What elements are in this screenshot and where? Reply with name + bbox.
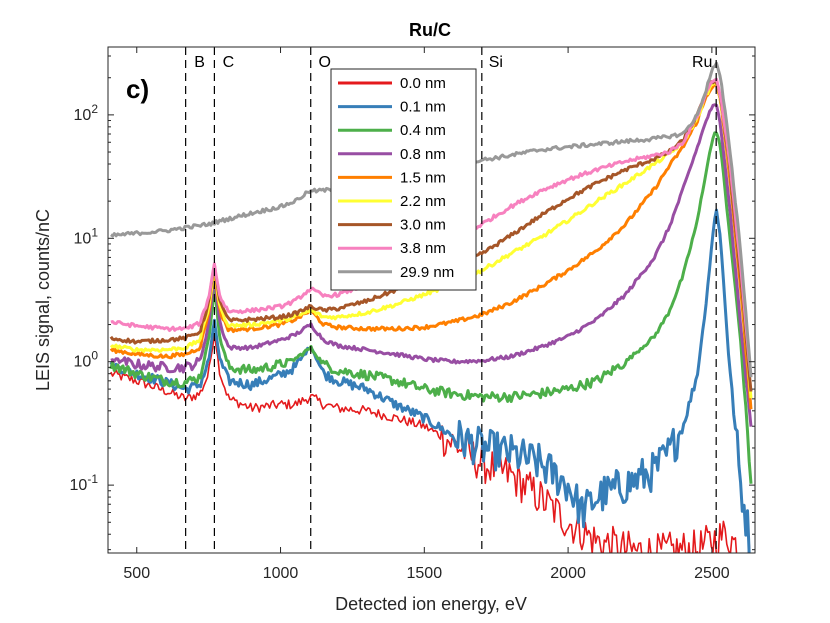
- element-label-b: B: [194, 54, 205, 71]
- series-line-0-4-nm: [109, 131, 753, 484]
- y-tick-label: 102: [74, 102, 99, 124]
- legend-label: 29.9 nm: [400, 264, 454, 281]
- y-tick-label: 101: [74, 225, 99, 247]
- x-tick-label: 1000: [263, 565, 299, 582]
- legend-label: 2.2 nm: [400, 193, 446, 210]
- chart-title: Ru/C: [409, 20, 451, 40]
- legend-label: 0.8 nm: [400, 146, 446, 163]
- panel-label: c): [126, 74, 149, 104]
- y-tick-label: 100: [74, 349, 99, 371]
- x-tick-label: 2000: [550, 565, 586, 582]
- legend-label: 3.0 nm: [400, 217, 446, 234]
- x-tick-label: 2500: [694, 565, 730, 582]
- legend-label: 1.5 nm: [400, 169, 446, 186]
- y-tick-label: 10-1: [70, 472, 99, 494]
- x-axis-label: Detected ion energy, eV: [335, 594, 527, 614]
- x-tick-label: 500: [123, 565, 150, 582]
- element-labels: B C O Si Ru: [194, 54, 712, 71]
- element-label-c: C: [223, 54, 235, 71]
- element-label-ru: Ru: [692, 54, 712, 71]
- x-tick-label: 1500: [407, 565, 443, 582]
- legend-label: 0.0 nm: [400, 75, 446, 92]
- element-lines: [185, 47, 717, 553]
- series-line-0-1-nm: [109, 208, 751, 553]
- y-axis-label: LEIS signal, counts/nC: [33, 209, 53, 391]
- legend-label: 0.1 nm: [400, 99, 446, 116]
- legend-label: 3.8 nm: [400, 240, 446, 257]
- legend: 0.0 nm 0.1 nm 0.4 nm 0.8 nm 1.5 nm 2.2 nm 3.0 …: [330, 68, 477, 291]
- axis-ticks: 500 1000 1500 2000 2500 10-1 100 101 102: [70, 47, 755, 582]
- element-label-o: O: [319, 54, 331, 71]
- legend-label: 0.4 nm: [400, 122, 446, 139]
- element-label-si: Si: [489, 54, 503, 71]
- series-line-0-0-nm: [110, 333, 751, 553]
- plot-frame: [107, 46, 756, 554]
